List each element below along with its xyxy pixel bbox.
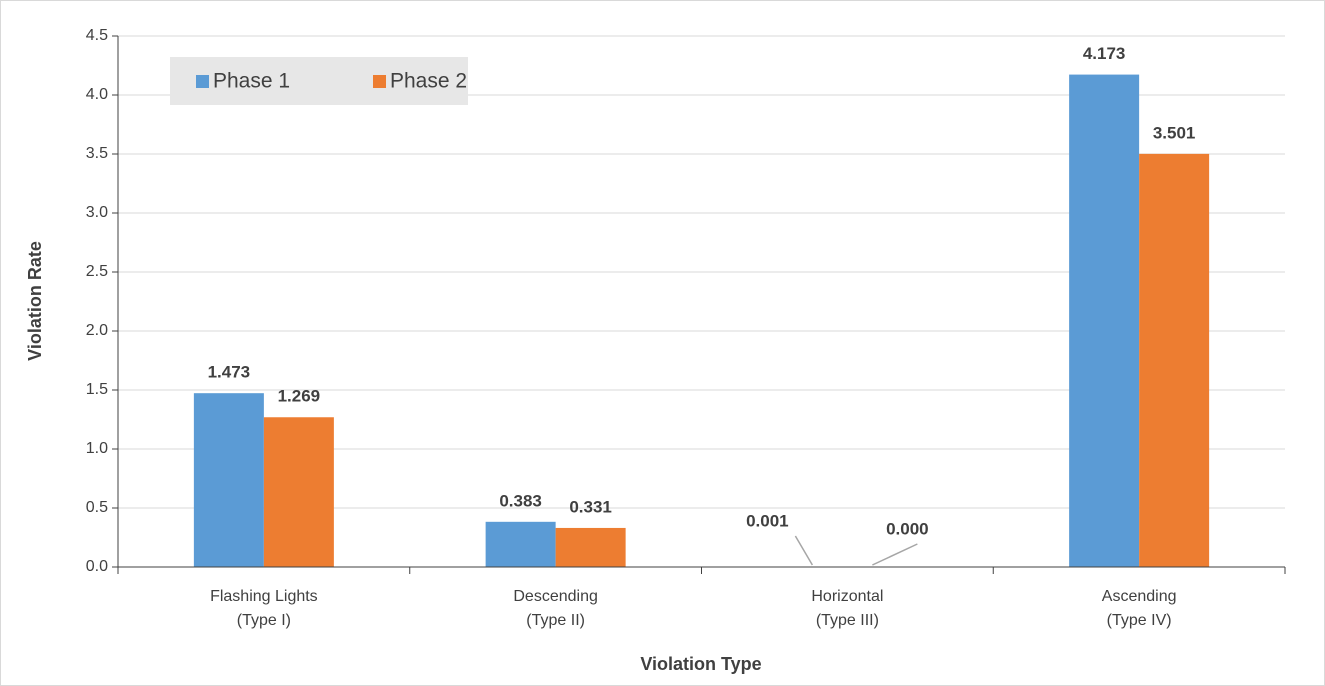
- leader-line: [872, 543, 918, 566]
- legend-swatch: [373, 75, 386, 88]
- y-axis-title: Violation Rate: [25, 241, 45, 361]
- y-tick-label: 1.5: [86, 381, 108, 398]
- y-tick-label: 2.5: [86, 263, 108, 280]
- legend-label: Phase 1: [213, 70, 290, 93]
- value-label: 1.473: [208, 363, 251, 382]
- value-label: 0.331: [569, 497, 612, 516]
- y-tick-label: 4.5: [86, 27, 108, 44]
- bar: [485, 521, 556, 567]
- value-label: 0.001: [746, 511, 789, 530]
- leader-line: [794, 535, 814, 566]
- value-label: 4.173: [1083, 44, 1126, 63]
- y-tick-label: 2.0: [86, 322, 108, 339]
- y-tick-label: 1.0: [86, 440, 108, 457]
- bar: [1069, 74, 1140, 567]
- y-tick-label: 3.5: [86, 145, 108, 162]
- bar: [555, 527, 626, 567]
- y-tick-label: 0.0: [86, 558, 108, 575]
- x-tick-label: Ascending: [1102, 588, 1177, 605]
- y-tick-label: 3.0: [86, 204, 108, 221]
- value-label: 0.000: [886, 519, 929, 538]
- x-tick-label: Horizontal: [811, 588, 883, 605]
- x-tick-label: (Type II): [526, 612, 585, 629]
- x-axis-title: Violation Type: [640, 654, 761, 674]
- bar: [263, 417, 334, 567]
- x-tick-label: (Type I): [237, 612, 291, 629]
- value-label: 1.269: [278, 387, 321, 406]
- legend-box: [170, 57, 468, 105]
- value-label: 0.383: [499, 491, 542, 510]
- y-tick-label: 4.0: [86, 86, 108, 103]
- x-tick-label: Flashing Lights: [210, 588, 318, 605]
- bar: [193, 393, 264, 567]
- x-tick-label: (Type III): [816, 612, 879, 629]
- x-tick-label: Descending: [513, 588, 598, 605]
- bar: [1139, 153, 1210, 567]
- y-tick-label: 0.5: [86, 499, 108, 516]
- legend-label: Phase 2: [390, 70, 467, 93]
- x-tick-label: (Type IV): [1107, 612, 1172, 629]
- legend-swatch: [196, 75, 209, 88]
- value-label: 3.501: [1153, 123, 1196, 142]
